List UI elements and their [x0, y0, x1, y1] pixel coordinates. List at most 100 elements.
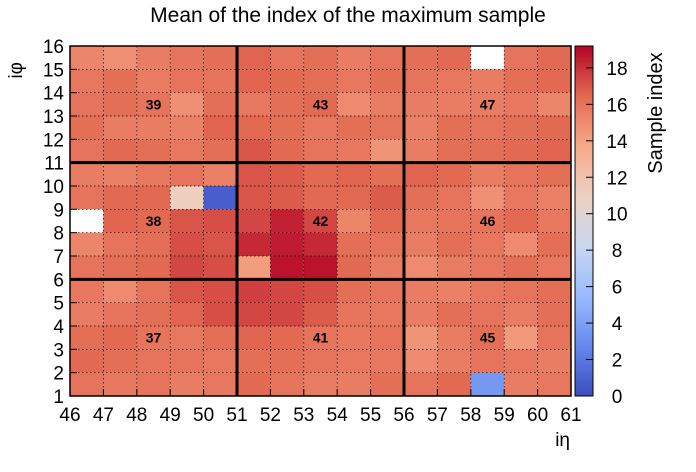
heatmap-cell [470, 69, 505, 93]
heatmap-cell [70, 209, 104, 233]
heatmap-cell [404, 232, 438, 256]
heatmap-cell [437, 116, 471, 140]
heatmap-cell [170, 186, 204, 210]
heatmap-cell [270, 92, 304, 116]
heatmap-cell [270, 279, 304, 303]
heatmap-cell [404, 162, 438, 186]
heatmap-cell [136, 256, 171, 280]
x-tick-label: 54 [327, 405, 349, 426]
heatmap-cell [303, 162, 338, 186]
heatmap-cell [237, 116, 271, 140]
heatmap-cell [404, 209, 438, 233]
heatmap-cell [437, 139, 471, 163]
heatmap-cell [203, 92, 237, 116]
heatmap-cell [237, 372, 271, 396]
heatmap-cell [504, 232, 538, 256]
heatmap-cell [270, 46, 304, 70]
heatmap-cell [103, 69, 137, 93]
heatmap-cell [337, 302, 371, 326]
y-tick-label: 11 [44, 154, 64, 175]
heatmap-cell [303, 256, 338, 280]
heatmap-cell [237, 209, 271, 233]
colorbar-tick-label: 2 [612, 351, 623, 372]
heatmap-cell [504, 186, 538, 210]
colorbar-label: Sample index [645, 52, 667, 173]
x-tick-label: 52 [260, 405, 281, 426]
heatmap-cell [103, 116, 137, 140]
heatmap-cell [103, 209, 137, 233]
heatmap-cell [370, 279, 404, 303]
heatmap-cell [237, 162, 271, 186]
y-tick-label: 6 [53, 270, 64, 291]
heatmap-cell [170, 232, 204, 256]
x-tick-label: 58 [460, 405, 481, 426]
heatmap-cell [537, 302, 571, 326]
heatmap-cell [136, 349, 171, 373]
heatmap-cell [237, 186, 271, 210]
heatmap-cell [537, 116, 571, 140]
heatmap-cell [504, 326, 538, 350]
colorbar-tick-label: 6 [612, 278, 623, 299]
heatmap-cell [370, 162, 404, 186]
colorbar [574, 45, 594, 397]
heatmap-cell [404, 186, 438, 210]
heatmap-cell [303, 116, 338, 140]
heatmap-cell [437, 372, 471, 396]
heatmap-cell [337, 139, 371, 163]
heatmap-cell [136, 232, 171, 256]
heatmap-cell [470, 232, 505, 256]
heatmap-cell [404, 279, 438, 303]
heatmap-cell [303, 326, 338, 350]
x-tick-label: 46 [59, 405, 80, 426]
heatmap-cell [203, 256, 237, 280]
heatmap-cell [103, 139, 137, 163]
heatmap-cell [203, 326, 237, 350]
heatmap-cell [370, 69, 404, 93]
tower-label: 42 [313, 213, 329, 229]
heatmap-cell [136, 116, 171, 140]
y-tick-label: 3 [53, 340, 64, 361]
heatmap-cell [70, 349, 104, 373]
heatmap-cell [537, 232, 571, 256]
heatmap-cell [203, 139, 237, 163]
heatmap-cell [537, 349, 571, 373]
heatmap-cell [270, 139, 304, 163]
heatmap-cell [437, 256, 471, 280]
heatmap-cell [270, 116, 304, 140]
heatmap-cell [370, 186, 404, 210]
heatmap-cell [470, 302, 505, 326]
heatmap-cell [337, 326, 371, 350]
heatmap-cell [370, 92, 404, 116]
heatmap-cell [237, 326, 271, 350]
heatmap-cell [370, 139, 404, 163]
y-tick-label: 5 [53, 294, 64, 315]
heatmap-cell [437, 279, 471, 303]
heatmap-cell [337, 162, 371, 186]
heatmap-cell [303, 92, 338, 116]
heatmap-cell [337, 256, 371, 280]
x-tick-label: 49 [160, 405, 181, 426]
tower-label: 38 [146, 213, 162, 229]
heatmap-cell [404, 139, 438, 163]
heatmap-cell [303, 372, 338, 396]
heatmap-cell [203, 69, 237, 93]
heatmap-cell [437, 326, 471, 350]
heatmap-cell [370, 302, 404, 326]
heatmap-cell [470, 186, 505, 210]
heatmap-cell [404, 372, 438, 396]
y-tick-label: 1 [53, 387, 64, 408]
heatmap-cell [504, 162, 538, 186]
y-tick-label: 7 [53, 247, 64, 268]
x-tick-label: 47 [93, 405, 114, 426]
heatmap-cell [270, 256, 304, 280]
heatmap-cell [70, 372, 104, 396]
heatmap-cell [303, 232, 338, 256]
heatmap-cell [237, 302, 271, 326]
heatmap-cell [70, 302, 104, 326]
heatmap-cell [404, 46, 438, 70]
tower-label: 47 [480, 96, 496, 112]
x-axis-ticks: 46 47 48 49 50 51 52 53 54 55 56 57 58 59 60 61 [59, 389, 582, 426]
heatmap-cell [504, 139, 538, 163]
heatmap-cell [136, 139, 171, 163]
